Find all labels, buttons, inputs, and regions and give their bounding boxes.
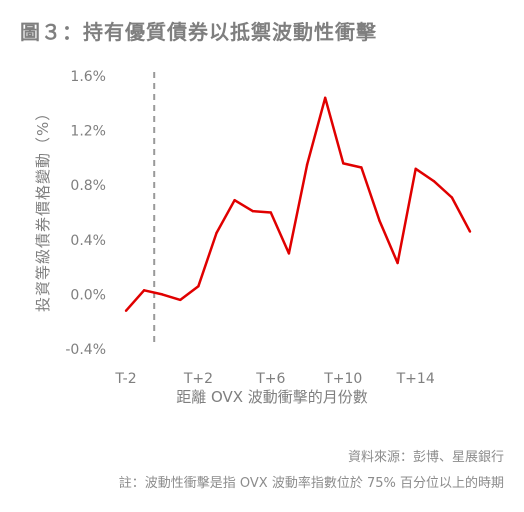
data-point	[233, 199, 236, 202]
data-point	[287, 252, 291, 255]
data-point	[305, 163, 309, 166]
data-point	[378, 219, 381, 222]
data-point	[161, 293, 164, 296]
x-axis-label: 距離 OVX 波動衝擊的月份數	[176, 388, 368, 406]
data-point	[396, 261, 399, 265]
x-tick-label: T+10	[323, 371, 362, 387]
data-point	[269, 211, 273, 214]
data-point	[414, 167, 417, 171]
data-point	[179, 298, 182, 302]
chart-title: 圖３：持有優質債券以抵禦波動性衝擊	[20, 20, 377, 44]
data-point	[251, 209, 254, 213]
data-point	[450, 196, 454, 199]
y-tick-label: -0.4%	[65, 342, 106, 358]
data-point	[360, 166, 363, 169]
source-note: 資料來源：彭博、星展銀行	[347, 450, 504, 465]
data-point	[342, 162, 345, 165]
series-line	[125, 96, 472, 312]
data-point	[432, 179, 435, 183]
y-tick-label: 1.2%	[70, 124, 106, 140]
x-tick-label: T+2	[183, 371, 213, 387]
x-tick-label: T+14	[396, 371, 435, 387]
data-point	[142, 289, 146, 292]
x-tick-label: T+6	[255, 371, 285, 387]
x-tick-label: T-2	[114, 371, 136, 387]
footnote: 註：波動性衝擊是指 OVX 波動率指數位於 75% 百分位以上的時期	[118, 476, 504, 491]
data-point	[124, 309, 128, 312]
y-tick-label: 0.0%	[70, 287, 106, 303]
data-point	[197, 285, 200, 288]
data-point	[215, 231, 218, 235]
y-axis-label: 投資等級債券價格變動（%）	[34, 104, 52, 312]
y-tick-label: 0.8%	[70, 178, 106, 194]
y-tick-label: 1.6%	[70, 69, 106, 85]
data-point	[468, 230, 472, 233]
y-tick-label: 0.4%	[70, 233, 106, 249]
data-point	[323, 96, 327, 100]
